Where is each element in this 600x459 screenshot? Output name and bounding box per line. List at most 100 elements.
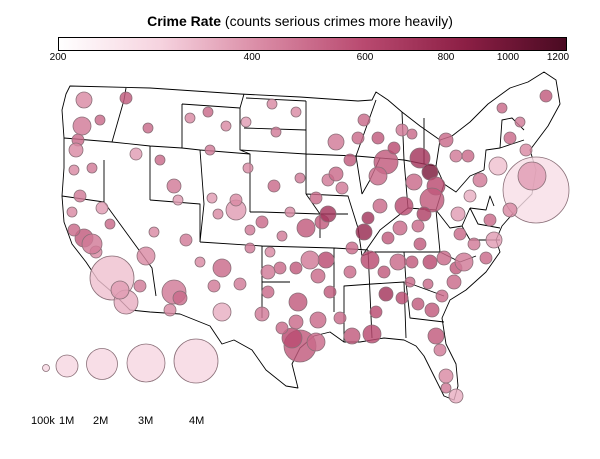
city-bubble xyxy=(405,173,423,191)
city-bubble xyxy=(360,250,380,270)
city-bubble xyxy=(405,255,419,269)
size-legend-circle xyxy=(86,348,118,380)
city-bubble xyxy=(244,242,256,254)
city-bubble xyxy=(438,368,454,384)
city-bubble xyxy=(81,233,103,255)
city-bubble xyxy=(539,89,553,103)
city-bubble xyxy=(362,324,382,344)
city-bubble xyxy=(172,290,188,306)
city-bubbles xyxy=(66,89,570,404)
city-bubble xyxy=(433,343,447,357)
city-bubble xyxy=(206,192,218,204)
city-bubble xyxy=(361,211,375,225)
city-bubble xyxy=(519,143,533,157)
city-bubble xyxy=(148,226,160,238)
city-bubble xyxy=(261,285,275,299)
city-bubble xyxy=(72,116,92,136)
city-bubble xyxy=(450,206,466,222)
color-scale-tick: 600 xyxy=(356,52,374,63)
city-bubble xyxy=(368,166,388,186)
city-bubble xyxy=(422,254,438,270)
city-bubble xyxy=(73,189,87,203)
city-bubble xyxy=(294,172,306,184)
city-bubble xyxy=(517,161,547,191)
color-scale-tick: 800 xyxy=(437,52,455,63)
city-bubble xyxy=(503,131,517,145)
size-legend-label: 2M xyxy=(93,415,109,427)
color-scale-tick: 1200 xyxy=(546,52,570,63)
city-bubble xyxy=(351,131,365,145)
city-bubble xyxy=(309,311,327,329)
size-legend-circle xyxy=(126,343,166,383)
size-legend-label: 100k xyxy=(31,415,55,427)
city-bubble xyxy=(172,194,184,206)
title-rest: (counts serious crimes more heavily) xyxy=(224,13,453,29)
city-bubble xyxy=(166,178,182,194)
city-bubble xyxy=(288,314,304,330)
city-bubble xyxy=(264,246,276,258)
city-bubble xyxy=(95,201,109,215)
city-bubble xyxy=(387,141,401,155)
city-bubble xyxy=(273,261,287,275)
city-bubble xyxy=(395,123,409,137)
city-bubble xyxy=(496,102,508,114)
city-bubble xyxy=(119,91,133,105)
city-bubble xyxy=(275,321,289,335)
city-bubble xyxy=(202,106,214,118)
size-legend xyxy=(42,338,219,384)
city-bubble xyxy=(242,162,254,174)
city-bubble xyxy=(86,162,98,174)
size-legend-circle xyxy=(42,364,50,372)
size-legend-circle xyxy=(173,338,219,384)
city-bubble xyxy=(289,261,303,275)
city-bubble xyxy=(270,126,282,138)
city-bubble xyxy=(413,237,427,251)
city-bubble xyxy=(244,224,256,236)
city-bubble xyxy=(179,233,193,247)
city-bubble xyxy=(310,268,326,284)
city-bubble xyxy=(461,149,475,163)
city-bubble xyxy=(255,215,269,229)
city-bubble xyxy=(110,280,130,300)
city-bubble xyxy=(369,305,383,319)
city-bubble xyxy=(207,279,221,293)
city-bubble xyxy=(233,277,247,291)
city-bubble xyxy=(104,218,116,230)
city-bubble xyxy=(378,286,394,302)
city-bubble xyxy=(440,382,452,394)
city-bubble xyxy=(327,133,345,151)
city-bubble xyxy=(488,156,508,176)
city-bubble xyxy=(266,98,278,110)
city-bubble xyxy=(371,131,385,145)
city-bubble xyxy=(220,120,232,132)
city-bubble xyxy=(395,291,409,305)
city-bubble xyxy=(343,265,357,279)
city-bubble xyxy=(453,227,467,241)
city-bubble xyxy=(406,128,418,140)
city-bubble xyxy=(75,91,93,109)
city-bubble xyxy=(449,149,463,163)
color-scale-tick: 200 xyxy=(49,52,67,63)
city-bubble xyxy=(446,274,462,290)
city-bubble xyxy=(483,213,497,227)
city-bubble xyxy=(333,311,347,325)
city-bubble xyxy=(284,206,296,218)
city-bubble xyxy=(381,231,395,245)
city-bubble xyxy=(404,276,416,288)
city-bubble xyxy=(485,231,503,249)
city-bubble xyxy=(448,388,464,404)
city-bubble xyxy=(260,264,276,280)
city-bubble xyxy=(454,252,474,272)
city-bubble xyxy=(463,189,477,203)
city-bubble xyxy=(394,196,414,216)
color-scale-tick: 1000 xyxy=(496,52,520,63)
city-bubble xyxy=(343,153,357,167)
city-bubble xyxy=(163,303,177,317)
city-bubble xyxy=(409,147,431,169)
city-bubble xyxy=(436,250,452,266)
title-bold: Crime Rate xyxy=(147,13,222,29)
city-bubble xyxy=(357,113,371,127)
city-bubble xyxy=(204,144,216,156)
city-bubble xyxy=(296,218,316,238)
